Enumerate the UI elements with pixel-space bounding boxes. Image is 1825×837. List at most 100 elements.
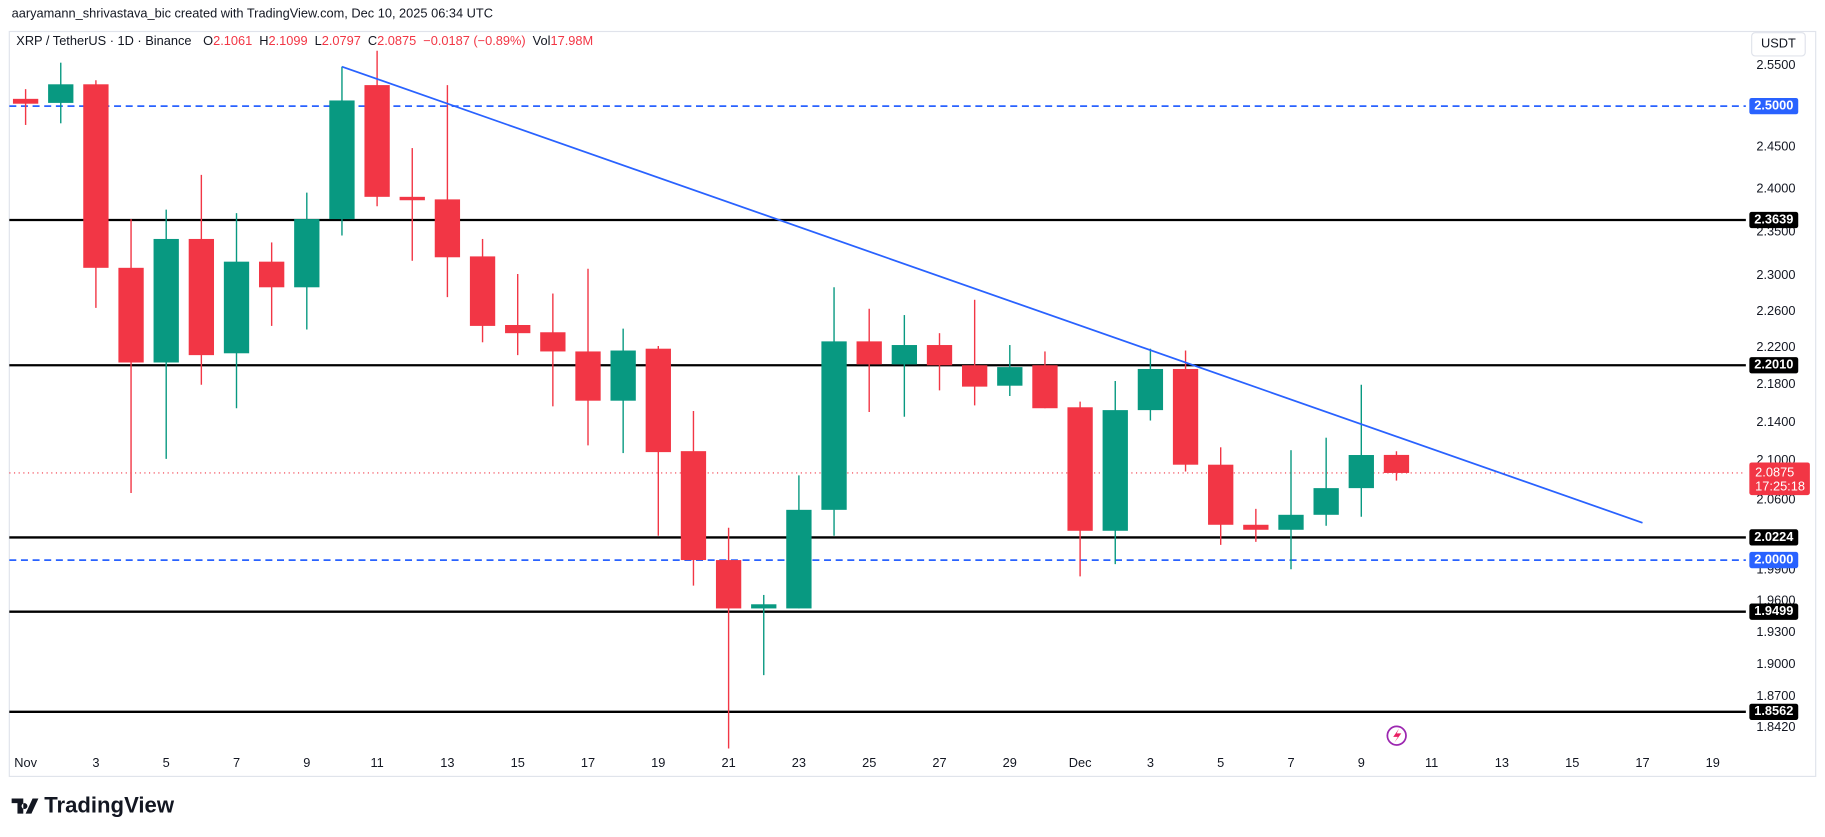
symbol: XRP / TetherUS · 1D · Binance [16,33,191,48]
y-tick-label: 2.2600 [1756,303,1795,318]
candle-body [997,367,1023,386]
x-tick-label: 3 [92,755,99,770]
candle-body [680,451,707,561]
alert-circle [1386,725,1407,746]
candle-body [645,348,671,453]
candle-body [1243,524,1269,530]
alert-bolt [1393,728,1402,743]
brand-name: TradingView [44,793,175,818]
brand-mark [11,798,39,814]
ohlc-label: C [368,33,377,48]
price-label-box [1749,603,1799,620]
candle-body [1137,368,1164,411]
candle-body [715,560,742,609]
candle-body [610,350,636,401]
candle-body [48,84,74,103]
y-tick-label: 1.9000 [1756,656,1795,671]
symbol-legend: XRP / TetherUS · 1D · Binance O2.1061 H2.1… [16,33,593,48]
candle-body [926,345,953,366]
price-label: 2.0000 [1754,551,1793,566]
currency: USDT [1761,36,1796,51]
x-tick-label: 9 [303,755,310,770]
x-tick-label: 11 [1425,755,1438,770]
price-label: 2.0224 [1754,529,1794,544]
brand-logo: TradingView [11,793,175,818]
price-label: 2.5000 [1754,98,1793,113]
candle-body [821,341,847,510]
candle-body [540,332,566,352]
price-label: 2.3639 [1754,211,1793,226]
x-tick-label: 21 [721,755,735,770]
x-tick-label: 9 [1358,755,1365,770]
x-tick-label: Dec [1069,755,1092,770]
ohlc-label: O [203,33,213,48]
candle-body [294,219,320,288]
candle-body [1313,488,1339,515]
x-tick-label: 29 [1003,755,1017,770]
currency-box[interactable] [1751,32,1806,57]
x-tick-label: 15 [511,755,525,770]
candle-body [153,238,179,363]
candle-body [575,351,601,401]
x-tick-label: 23 [792,755,806,770]
x-tick-label: 7 [1287,755,1294,770]
candle-body [1348,455,1374,489]
price-label-box [1749,357,1799,374]
volume: 17.98M [550,33,593,48]
last-price-box [1749,462,1810,496]
chart-frame [8,30,1817,777]
candle-body [786,509,812,609]
y-tick-label: 2.1800 [1756,376,1795,391]
candle-body [961,365,988,387]
candle-body [751,604,777,609]
y-tick-label: 2.2200 [1756,339,1795,354]
x-tick-label: 15 [1565,755,1579,770]
candle-body [1067,407,1093,531]
last-price: 2.0875 [1755,464,1794,479]
candle-body [223,261,250,354]
y-tick-label: 2.3000 [1756,267,1795,282]
y-tick-label: 2.4000 [1756,181,1795,196]
price-label-box [1749,703,1799,720]
x-tick-label: Nov [14,755,37,770]
price-label-box [1749,211,1799,229]
price-label: 1.9499 [1754,603,1793,618]
candle-body [259,261,285,288]
candle-body [399,196,425,201]
y-tick-label: 1.8700 [1756,688,1795,703]
y-tick-label: 1.9300 [1756,624,1795,639]
ohlc-value: 2.0797 [322,33,361,48]
ohlc-value: 2.1099 [268,33,307,48]
x-tick-label: 11 [370,755,383,770]
y-tick-label: 2.4500 [1756,139,1795,154]
x-tick-label: 17 [581,755,595,770]
alert-icon[interactable] [1386,725,1407,746]
x-tick-label: 7 [233,755,240,770]
y-tick-label: 1.8420 [1756,719,1795,734]
candle-body [1172,368,1199,465]
x-tick-label: 3 [1147,755,1154,770]
x-tick-label: 17 [1635,755,1649,770]
y-tick-label: 2.5500 [1756,57,1795,72]
x-tick-label: 27 [932,755,946,770]
change: −0.0187 (−0.89%) [423,33,525,48]
candle-body [329,100,355,220]
candle-body [1383,454,1410,473]
price-label-box [1749,551,1799,569]
ohlc-label: H [259,33,268,48]
candle-body [1102,410,1128,531]
x-tick-label: 19 [651,755,665,770]
candle-body [1208,464,1234,525]
x-tick-label: 13 [440,755,454,770]
candle-body [505,324,531,334]
candle-body [1278,514,1304,530]
price-label-box [1749,98,1799,115]
trendline [341,65,1643,524]
candle-body [856,341,882,365]
ohlc-value: 2.1061 [213,33,252,48]
candle-body [83,84,109,268]
countdown: 17:25:18 [1755,478,1805,493]
candle-body [1032,365,1058,409]
